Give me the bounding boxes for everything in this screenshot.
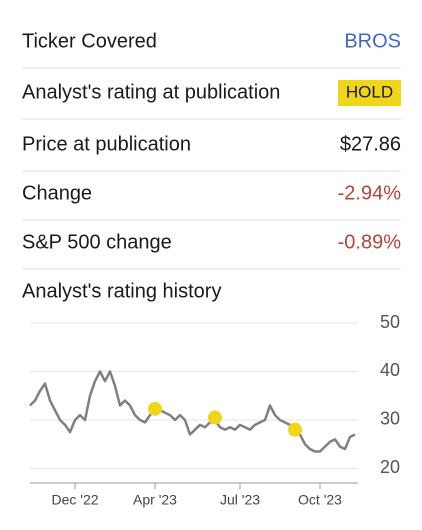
row-label: Price at publication xyxy=(22,133,191,155)
y-tick-label: 40 xyxy=(380,360,400,380)
y-tick-label: 30 xyxy=(380,409,400,429)
x-tick-label: Apr '23 xyxy=(133,492,177,508)
row-value: -0.89% xyxy=(338,231,402,253)
row-label: Change xyxy=(22,182,92,204)
chart-title: Analyst's rating history xyxy=(22,280,221,302)
x-tick-label: Dec '22 xyxy=(51,492,98,508)
ticker-link: BROS xyxy=(344,30,401,52)
y-tick-label: 50 xyxy=(380,312,400,332)
rating-badge xyxy=(338,80,401,106)
row-label: Analyst's rating at publication xyxy=(22,81,280,103)
row-label: Ticker Covered xyxy=(22,30,157,52)
rating-value: HOLD xyxy=(346,82,393,101)
x-tick-label: Oct '23 xyxy=(298,492,342,508)
rating-point xyxy=(148,401,162,416)
rating-point xyxy=(208,410,222,425)
row-value: $27.86 xyxy=(340,133,401,155)
price-line xyxy=(29,370,356,453)
rating-point xyxy=(288,422,302,437)
row-value: -2.94% xyxy=(338,182,402,204)
y-tick-label: 20 xyxy=(380,457,400,477)
row-label: S&P 500 change xyxy=(22,231,172,253)
x-tick-label: Jul '23 xyxy=(220,492,260,508)
